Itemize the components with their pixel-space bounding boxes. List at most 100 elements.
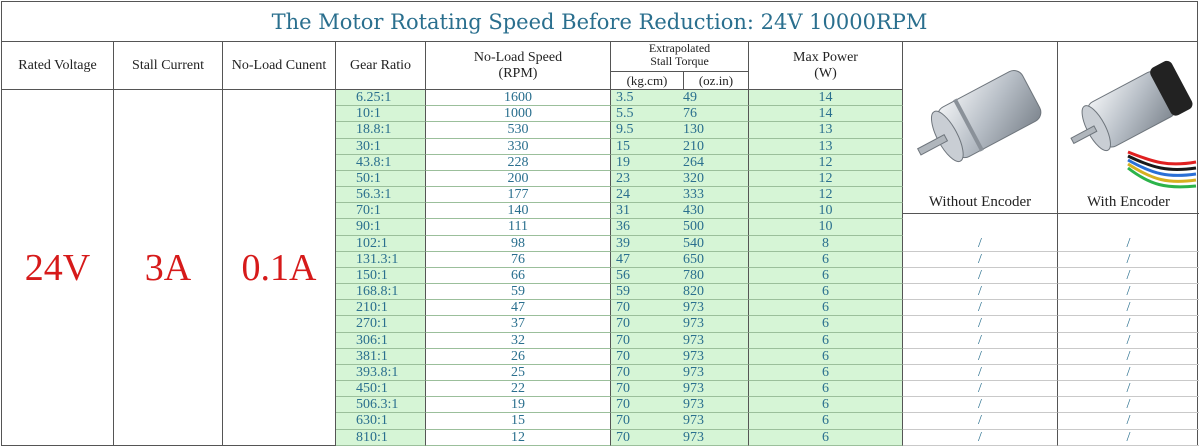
table-row: 210:1 47 70 973 6// <box>336 300 1199 317</box>
max-power-cell: 12 <box>749 170 903 188</box>
torque-oz-cell: 500 <box>683 219 749 236</box>
without-encoder-cell: / <box>903 251 1058 268</box>
no-load-speed-cell: 32 <box>426 332 611 349</box>
no-load-speed-cell: 98 <box>426 235 611 252</box>
no-load-speed-cell: 1600 <box>426 90 611 107</box>
torque-oz-cell: 973 <box>683 332 749 349</box>
spec-table-rows: 6.25:1 1600 3.5 49 14 10:1 1000 5.5 76 14 18.8:1 53… <box>336 90 1199 446</box>
rated-voltage-value: 24V <box>2 90 114 446</box>
torque-oz-cell: 264 <box>683 154 749 171</box>
no-load-speed-cell: 111 <box>426 219 611 236</box>
torque-kg-cell: 19 <box>611 154 683 171</box>
max-power-cell: 6 <box>749 429 903 446</box>
with-encoder-cell: / <box>1058 268 1199 285</box>
no-load-speed-cell: 330 <box>426 138 611 155</box>
torque-kg-cell: 70 <box>611 381 683 398</box>
max-power-cell: 13 <box>749 122 903 139</box>
max-power-cell: 6 <box>749 284 903 301</box>
without-encoder-cell: / <box>903 300 1058 317</box>
torque-oz-cell: 320 <box>683 170 749 188</box>
with-encoder-cell: / <box>1058 300 1199 317</box>
no-load-speed-cell: 59 <box>426 284 611 301</box>
torque-oz-cell: 430 <box>683 203 749 220</box>
without-encoder-cell <box>903 170 1058 188</box>
gear-ratio-cell: 210:1 <box>336 300 426 317</box>
no-load-speed-cell: 76 <box>426 251 611 268</box>
page-title: The Motor Rotating Speed Before Reductio… <box>2 2 1197 42</box>
gear-ratio-cell: 450:1 <box>336 381 426 398</box>
with-encoder-cell: / <box>1058 252 1199 268</box>
max-power-cell: 13 <box>749 138 903 155</box>
torque-oz-cell: 973 <box>683 316 749 333</box>
torque-oz-cell: 973 <box>683 348 749 365</box>
gear-ratio-cell: 70:1 <box>336 203 426 220</box>
table-row: 393.8:1 25 70 973 6// <box>336 364 1199 382</box>
table-row: 70:1 140 31 430 10 <box>336 203 1199 220</box>
without-encoder-cell: / <box>903 397 1058 414</box>
torque-kg-cell: 70 <box>611 348 683 365</box>
no-load-speed-cell: 66 <box>426 267 611 285</box>
table-row: 56.3:1 177 24 333 12 <box>336 187 1199 204</box>
with-encoder-cell <box>1058 219 1199 235</box>
gear-ratio-cell: 30:1 <box>336 138 426 155</box>
no-load-speed-cell: 26 <box>426 348 611 365</box>
max-power-cell: 6 <box>749 413 903 430</box>
with-encoder-cell <box>1058 155 1199 171</box>
torque-kg-cell: 59 <box>611 284 683 301</box>
torque-kg-cell: 70 <box>611 429 683 446</box>
no-load-speed-cell: 228 <box>426 154 611 171</box>
gear-ratio-cell: 43.8:1 <box>336 154 426 171</box>
max-power-cell: 6 <box>749 251 903 268</box>
torque-oz-cell: 820 <box>683 284 749 301</box>
header-stall-torque: Extrapolated Stall Torque (kg.cm) (oz.in… <box>611 42 749 90</box>
gear-ratio-cell: 630:1 <box>336 413 426 430</box>
torque-kg-cell: 70 <box>611 397 683 414</box>
torque-oz-cell: 973 <box>683 397 749 414</box>
gear-ratio-cell: 50:1 <box>336 170 426 188</box>
with-encoder-cell: / <box>1058 236 1199 252</box>
gear-ratio-cell: 150:1 <box>336 267 426 285</box>
no-load-speed-cell: 47 <box>426 300 611 317</box>
table-row: 18.8:1 530 9.5 130 13 <box>336 122 1199 139</box>
without-encoder-caption: Without Encoder <box>928 194 1032 210</box>
gear-ratio-cell: 10:1 <box>336 106 426 123</box>
torque-kg-cell: 5.5 <box>611 106 683 123</box>
with-encoder-cell <box>1058 90 1199 106</box>
max-power-cell: 8 <box>749 235 903 252</box>
torque-kg-cell: 47 <box>611 251 683 268</box>
header-torque-kg: (kg.cm) <box>611 72 684 89</box>
without-encoder-cell <box>903 106 1058 123</box>
max-power-cell: 6 <box>749 348 903 365</box>
with-encoder-cell: / <box>1058 430 1199 446</box>
with-encoder-cell: / <box>1058 316 1199 333</box>
max-power-cell: 6 <box>749 364 903 382</box>
no-load-speed-cell: 140 <box>426 203 611 220</box>
motor-with-encoder: With Encoder <box>1058 42 1199 213</box>
with-encoder-cell: / <box>1058 381 1199 398</box>
torque-oz-cell: 780 <box>683 267 749 285</box>
header-gear-ratio: Gear Ratio <box>336 42 426 90</box>
without-encoder-cell: / <box>903 235 1058 252</box>
without-encoder-cell <box>903 138 1058 155</box>
gear-ratio-cell: 393.8:1 <box>336 364 426 382</box>
torque-kg-cell: 24 <box>611 187 683 204</box>
without-encoder-cell: / <box>903 332 1058 349</box>
no-load-speed-cell: 25 <box>426 364 611 382</box>
table-row: 10:1 1000 5.5 76 14 <box>336 106 1199 123</box>
torque-kg-cell: 70 <box>611 300 683 317</box>
max-power-cell: 12 <box>749 187 903 204</box>
table-row: 102:1 98 39 540 8// <box>336 235 1199 252</box>
no-load-speed-cell: 530 <box>426 122 611 139</box>
without-encoder-cell <box>903 219 1058 236</box>
torque-kg-cell: 23 <box>611 170 683 188</box>
table-row: 50:1 200 23 320 12 <box>336 170 1199 188</box>
header-max-power-label: Max Power <box>793 49 858 65</box>
no-load-speed-cell: 1000 <box>426 106 611 123</box>
stall-current-value: 3A <box>114 90 223 446</box>
without-encoder-cell <box>903 154 1058 171</box>
table-row: 381:1 26 70 973 6// <box>336 348 1199 365</box>
torque-kg-cell: 56 <box>611 267 683 285</box>
header-max-power-unit: (W) <box>814 65 837 81</box>
without-encoder-cell: / <box>903 267 1058 285</box>
